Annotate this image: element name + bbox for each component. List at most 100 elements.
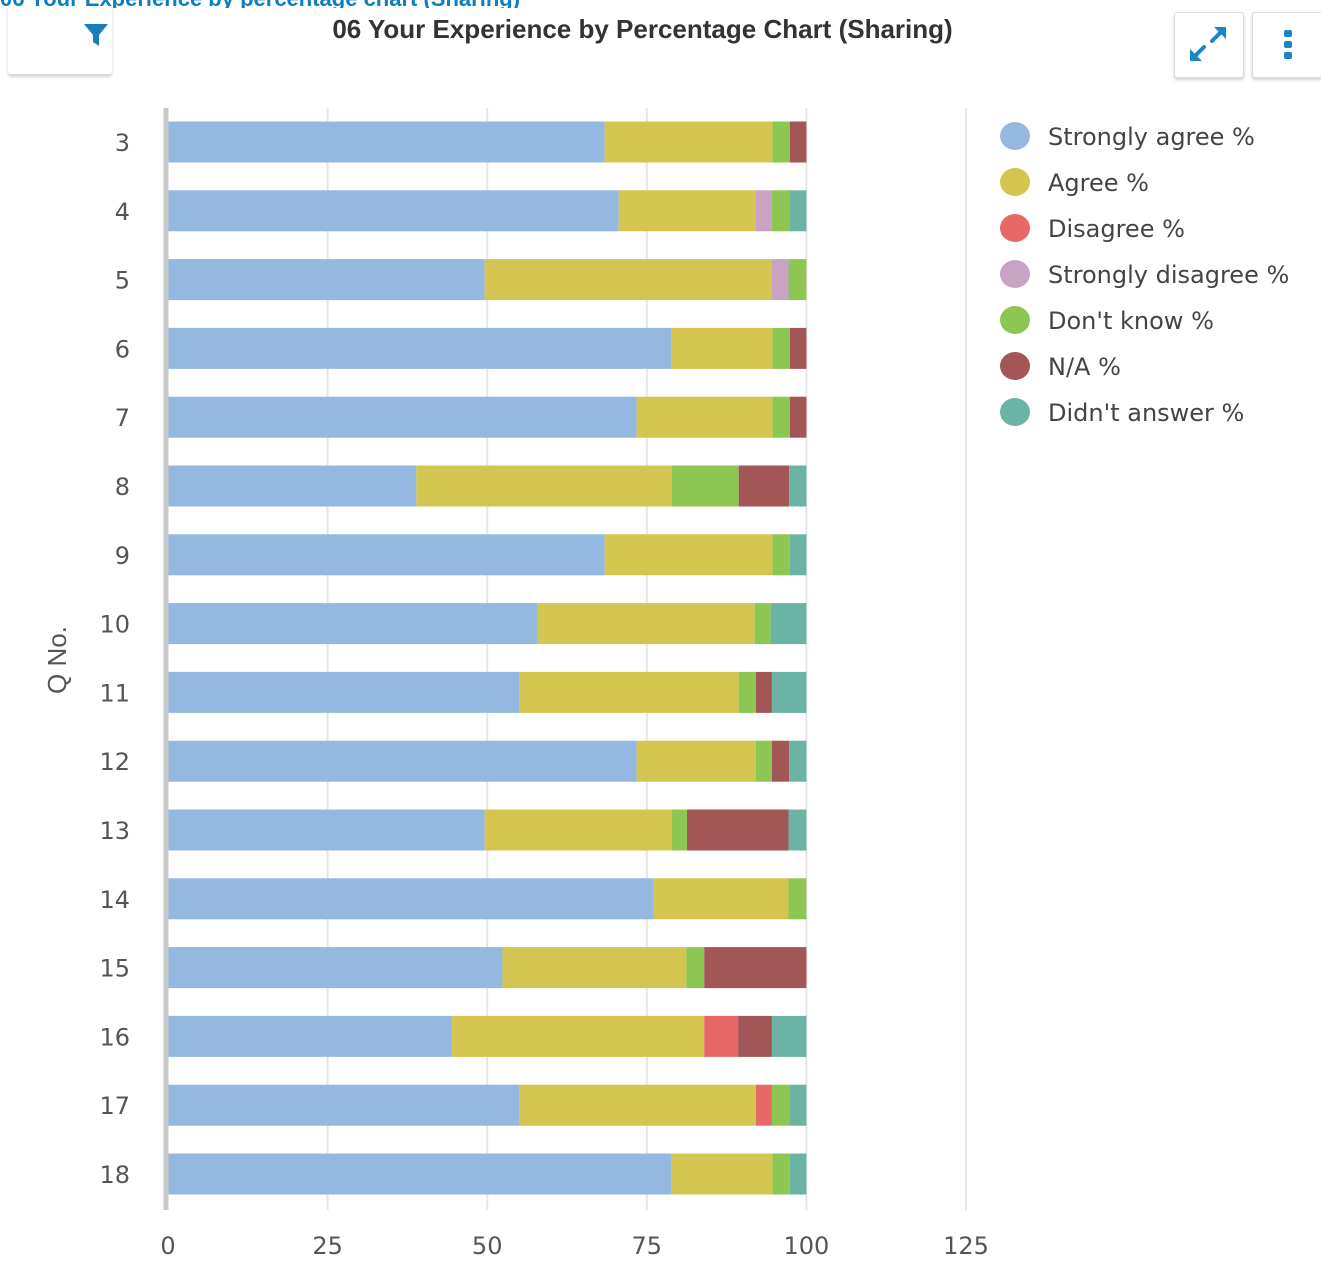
bar-segment[interactable]	[618, 190, 756, 232]
legend-marker-icon	[1000, 214, 1030, 242]
bar-segment[interactable]	[755, 671, 772, 713]
bar-segment[interactable]	[788, 809, 807, 851]
bar-segment[interactable]	[452, 1015, 705, 1057]
bar-segment[interactable]	[168, 1015, 453, 1057]
bar-segment[interactable]	[771, 740, 790, 782]
legend-marker-icon	[1000, 306, 1030, 334]
bar-segment[interactable]	[772, 121, 790, 163]
bar-segment[interactable]	[788, 878, 807, 920]
bar-segment[interactable]	[519, 1084, 756, 1126]
bar-segment[interactable]	[738, 1015, 772, 1057]
bar-segment[interactable]	[704, 947, 807, 989]
bar-segment[interactable]	[738, 465, 790, 507]
bar-segment[interactable]	[168, 1084, 520, 1126]
bar-segment[interactable]	[604, 121, 773, 163]
bar-segment[interactable]	[671, 327, 773, 369]
bar-segment[interactable]	[168, 327, 672, 369]
bar-segment[interactable]	[789, 740, 807, 782]
bar-segment[interactable]	[168, 534, 605, 576]
y-tick-label: 6	[115, 335, 130, 363]
bar-segment[interactable]	[519, 671, 739, 713]
bar-segment[interactable]	[772, 396, 790, 438]
legend-label: Don't know %	[1048, 307, 1214, 335]
bar-segment[interactable]	[168, 190, 619, 232]
legend-marker-icon	[1000, 398, 1030, 426]
bar-segment[interactable]	[755, 740, 772, 782]
section-heading: 06 Your Experience by percentage chart (…	[0, 0, 1321, 8]
x-tick-label: 75	[632, 1232, 663, 1260]
chart-title: 06 Your Experience by Percentage Chart (…	[332, 14, 953, 44]
bar-segment[interactable]	[168, 671, 520, 713]
x-tick-label: 100	[783, 1232, 829, 1260]
bar-segment[interactable]	[604, 534, 773, 576]
bar-segment[interactable]	[771, 1015, 807, 1057]
bar-segment[interactable]	[671, 809, 688, 851]
bar-segment[interactable]	[502, 947, 687, 989]
bar-segment[interactable]	[484, 809, 672, 851]
bar-segment[interactable]	[771, 671, 807, 713]
y-tick-label: 4	[115, 198, 130, 226]
filter-button[interactable]	[8, 6, 112, 75]
bar-segment[interactable]	[755, 1084, 772, 1126]
bar-segment[interactable]	[168, 1153, 672, 1195]
bar-segment[interactable]	[168, 947, 503, 989]
bar-segment[interactable]	[168, 603, 537, 645]
bar-segment[interactable]	[738, 671, 756, 713]
bar-segment[interactable]	[636, 396, 773, 438]
bar-segment[interactable]	[789, 327, 807, 369]
bar-segment[interactable]	[671, 1153, 773, 1195]
bar-segment[interactable]	[772, 327, 790, 369]
y-tick-label: 5	[115, 267, 130, 295]
y-tick-label: 13	[99, 817, 130, 845]
y-tick-label: 3	[115, 129, 130, 157]
bar-segment[interactable]	[416, 465, 672, 507]
bar-segment[interactable]	[789, 190, 807, 232]
x-tick-label: 25	[312, 1232, 343, 1260]
bar-segment[interactable]	[789, 534, 807, 576]
more-options-button[interactable]	[1252, 12, 1321, 78]
bar-segment[interactable]	[484, 259, 772, 301]
bar-segment[interactable]	[168, 878, 654, 920]
bar-segment[interactable]	[168, 740, 637, 782]
legend-marker-icon	[1000, 260, 1030, 288]
filter-icon	[84, 24, 108, 46]
bar-segment[interactable]	[168, 121, 605, 163]
bar-segment[interactable]	[789, 1084, 807, 1126]
y-tick-label: 18	[99, 1161, 130, 1189]
legend-label: Didn't answer %	[1048, 399, 1245, 427]
bar-segment[interactable]	[168, 809, 485, 851]
bar-segment[interactable]	[168, 465, 417, 507]
bar-segment[interactable]	[771, 190, 790, 232]
bar-segment[interactable]	[789, 121, 807, 163]
bar-segment[interactable]	[754, 603, 771, 645]
bar-segment[interactable]	[536, 603, 755, 645]
y-tick-label: 7	[115, 404, 130, 432]
y-tick-label: 8	[115, 473, 130, 501]
expand-button[interactable]	[1174, 12, 1244, 78]
bar-segment[interactable]	[687, 809, 789, 851]
bar-segment[interactable]	[636, 740, 756, 782]
bar-segment[interactable]	[771, 259, 789, 301]
bar-segment[interactable]	[770, 603, 807, 645]
y-tick-label: 9	[115, 542, 130, 570]
expand-icon	[1190, 27, 1226, 61]
bar-segment[interactable]	[788, 259, 807, 301]
bar-segment[interactable]	[168, 259, 485, 301]
bar-segment[interactable]	[772, 534, 790, 576]
section-heading-text: 06 Your Experience by percentage chart (…	[0, 0, 520, 8]
bar-segment[interactable]	[789, 396, 807, 438]
y-tick-label: 12	[99, 748, 130, 776]
bar-segment[interactable]	[771, 1084, 790, 1126]
bar-segment[interactable]	[789, 1153, 807, 1195]
x-tick-label: 50	[472, 1232, 503, 1260]
bar-segment[interactable]	[755, 190, 772, 232]
bar-segment[interactable]	[772, 1153, 790, 1195]
bar-segment[interactable]	[704, 1015, 739, 1057]
bar-segment[interactable]	[168, 396, 637, 438]
bar-segment[interactable]	[671, 465, 739, 507]
bar-segment[interactable]	[686, 947, 705, 989]
bar-segment[interactable]	[653, 878, 789, 920]
legend-marker-icon	[1000, 352, 1030, 380]
bar-segment[interactable]	[789, 465, 807, 507]
